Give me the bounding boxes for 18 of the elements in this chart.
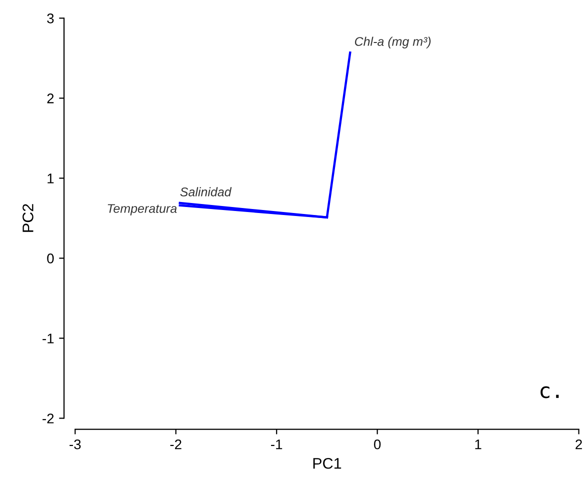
x-tick-label: -2 [170,439,182,450]
y-axis-title: PC2 [22,204,34,232]
x-tick-label: 2 [576,439,582,450]
x-tick-label: -1 [271,440,282,450]
y-tick-label: 1 [48,174,54,184]
y-tick-label: 3 [47,14,54,24]
series-label: Salinidad [180,187,232,196]
x-tick-label: -3 [70,439,81,450]
x-axis-title: PC1 [313,458,342,469]
y-tick-label: 2 [47,94,54,104]
x-tick-label: 1 [475,440,482,450]
annotation: c. [540,386,559,398]
series-label: Temperatura [108,204,177,216]
x-tick-label: 0 [374,439,381,450]
y-tick-label: -2 [42,414,54,424]
y-tick-label: 0 [47,254,54,264]
y-tick-label: -1 [42,334,54,344]
series-label: Chl-a (mg m³) [354,36,431,48]
